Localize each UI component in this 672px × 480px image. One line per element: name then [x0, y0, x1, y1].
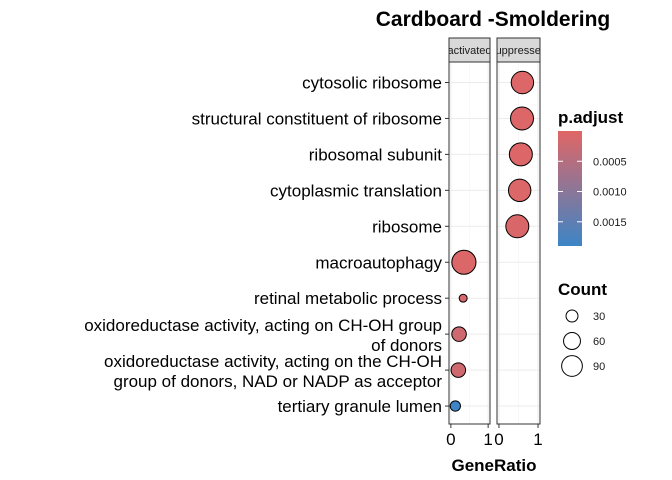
- x-tick-label-suppressed-1: 1: [533, 430, 542, 449]
- x-axis-label: GeneRatio: [451, 456, 536, 475]
- size-legend-title: Count: [558, 280, 607, 299]
- color-legend-label-1: 0.0010: [593, 187, 627, 199]
- y-tick-label-0: cytosolic ribosome: [302, 74, 442, 93]
- y-tick-label-8: oxidoreductase activity, acting on the C…: [104, 352, 442, 391]
- size-legend-label-2: 90: [593, 361, 605, 373]
- color-legend-label-0: 0.0005: [593, 156, 627, 168]
- data-point-7: [451, 326, 467, 342]
- facet-label-activated: activated: [447, 45, 491, 57]
- data-point-4: [505, 214, 530, 239]
- color-legend-title: p.adjust: [558, 108, 624, 127]
- y-tick-label-6: retinal metabolic process: [254, 289, 442, 308]
- x-tick-label-activated-1: 1: [483, 430, 492, 449]
- color-legend-label-2: 0.0015: [593, 217, 627, 229]
- data-point-3: [507, 178, 532, 203]
- data-point-8: [450, 362, 467, 378]
- data-point-5: [451, 249, 477, 275]
- y-tick-label-7: oxidoreductase activity, acting on CH-OH…: [84, 316, 442, 355]
- data-point-6: [458, 293, 468, 303]
- data-point-9: [449, 400, 461, 412]
- facet-label-suppressed: suppressed: [490, 45, 547, 57]
- size-legend-label-1: 60: [593, 336, 605, 348]
- y-tick-label-4: ribosome: [372, 217, 442, 236]
- y-tick-label-3: cytoplasmic translation: [270, 181, 442, 200]
- size-legend-circle-2: [561, 355, 583, 377]
- y-tick-label-2: ribosomal subunit: [309, 145, 443, 164]
- size-legend-label-0: 30: [593, 311, 605, 323]
- x-tick-label-suppressed-0: 0: [494, 430, 503, 449]
- y-tick-label-1: structural constituent of ribosome: [192, 109, 442, 128]
- data-point-0: [510, 70, 535, 95]
- color-legend-bar: [558, 131, 582, 246]
- data-point-2: [508, 142, 533, 167]
- facet-strip-activated: [448, 37, 491, 63]
- size-legend-circle-1: [563, 332, 581, 350]
- y-tick-label-5: macroautophagy: [315, 253, 442, 272]
- data-point-1: [510, 106, 535, 131]
- facet-strip-suppressed: [496, 37, 541, 63]
- size-legend-circle-0: [565, 309, 579, 323]
- y-tick-label-9: tertiary granule lumen: [278, 397, 442, 416]
- chart-title: Cardboard -Smoldering: [376, 8, 611, 31]
- x-tick-label-activated-0: 0: [446, 430, 455, 449]
